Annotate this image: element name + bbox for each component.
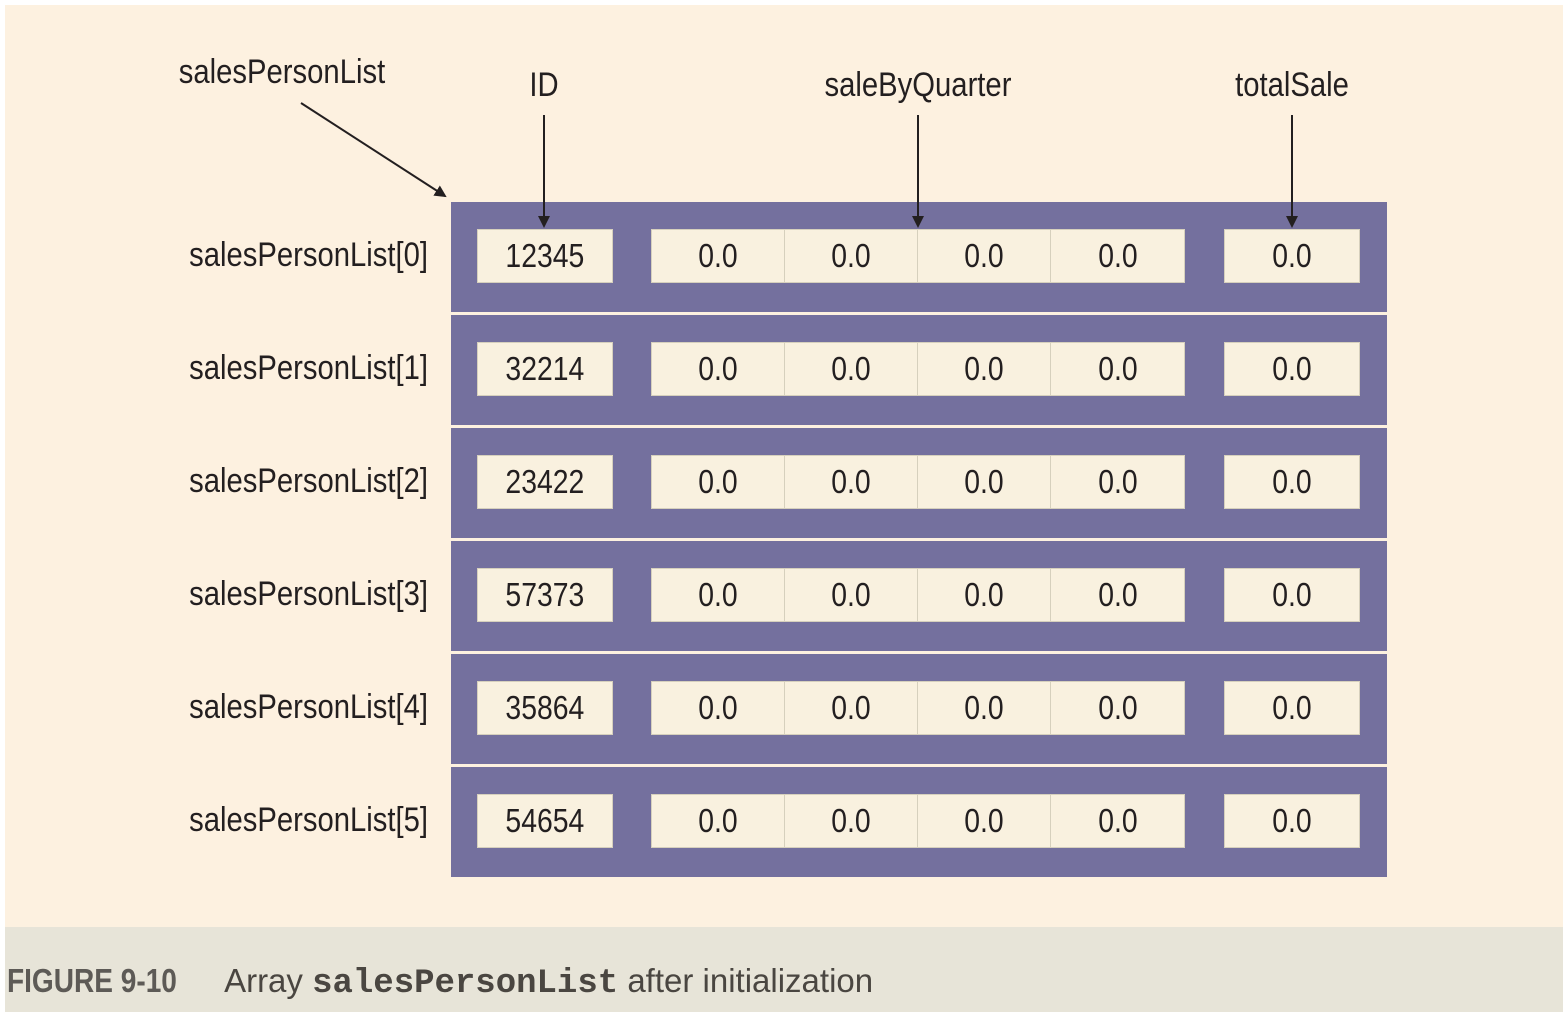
quarter-sale-cell: 0.0 bbox=[651, 568, 785, 622]
id-cell: 35864 bbox=[477, 681, 613, 735]
quarter-sale-cell-value: 0.0 bbox=[964, 576, 1004, 613]
quarter-sale-cell: 0.0 bbox=[784, 681, 918, 735]
id-field-label: ID bbox=[529, 66, 559, 104]
quarter-sale-cell-value: 0.0 bbox=[698, 350, 738, 387]
quarter-sale-cell-value: 0.0 bbox=[1097, 576, 1138, 613]
quarter-sale-cell: 0.0 bbox=[651, 342, 785, 396]
total-sale-cell: 0.0 bbox=[1224, 568, 1360, 622]
total-sale-cell: 0.0 bbox=[1224, 455, 1360, 509]
quarter-sale-cell-value: 0.0 bbox=[831, 463, 871, 500]
quarter-sale-cell-value: 0.0 bbox=[831, 802, 871, 839]
id-cell-value: 32214 bbox=[505, 350, 585, 387]
quarter-sale-cell-value: 0.0 bbox=[698, 463, 738, 500]
quarter-sale-cell-value: 0.0 bbox=[964, 689, 1004, 726]
total-sale-cell-value: 0.0 bbox=[1272, 802, 1312, 839]
quarter-sale-cell-value: 0.0 bbox=[698, 802, 738, 839]
caption-text-before: Array bbox=[224, 962, 303, 999]
quarter-sale-cell: 0.0 bbox=[651, 794, 785, 848]
figure-caption: FIGURE 9-10 Array salesPersonList after … bbox=[7, 962, 873, 1003]
quarter-sale-cell: 0.0 bbox=[1050, 229, 1185, 283]
sales-person-record: 23422 0.0 0.0 0.0 0.0 0.0 bbox=[451, 428, 1387, 538]
quarter-sale-cell-value: 0.0 bbox=[1097, 689, 1138, 726]
quarter-sale-cell: 0.0 bbox=[1050, 455, 1185, 509]
total-sale-cell: 0.0 bbox=[1224, 229, 1360, 283]
quarter-sale-cell: 0.0 bbox=[917, 681, 1051, 735]
quarter-sale-cell: 0.0 bbox=[917, 794, 1051, 848]
id-cell-value: 35864 bbox=[505, 689, 585, 726]
quarter-sale-cell-value: 0.0 bbox=[964, 463, 1004, 500]
quarter-sale-cell: 0.0 bbox=[784, 568, 918, 622]
total-sale-cell-value: 0.0 bbox=[1272, 689, 1312, 726]
id-cell-value: 57373 bbox=[505, 576, 585, 613]
id-cell: 12345 bbox=[477, 229, 613, 283]
quarter-sale-cell: 0.0 bbox=[917, 568, 1051, 622]
caption-bar bbox=[5, 927, 1563, 1012]
quarter-sale-cell-value: 0.0 bbox=[831, 350, 871, 387]
quarter-sale-cell: 0.0 bbox=[784, 229, 918, 283]
sales-person-record: 57373 0.0 0.0 0.0 0.0 0.0 bbox=[451, 541, 1387, 651]
quarter-sale-cell: 0.0 bbox=[1050, 681, 1185, 735]
quarter-sale-cell: 0.0 bbox=[784, 794, 918, 848]
quarter-sale-cell-value: 0.0 bbox=[964, 350, 1004, 387]
quarter-sale-cell-value: 0.0 bbox=[1097, 802, 1138, 839]
row-label: salesPersonList[5] bbox=[189, 801, 428, 839]
row-label: salesPersonList[0] bbox=[189, 236, 428, 274]
array-name-label: salesPersonList bbox=[178, 53, 386, 91]
quarter-sale-cell: 0.0 bbox=[1050, 568, 1185, 622]
sales-person-record: 12345 0.0 0.0 0.0 0.0 0.0 bbox=[451, 202, 1387, 312]
total-field-label: totalSale bbox=[1235, 66, 1349, 104]
figure-number: FIGURE 9-10 bbox=[7, 962, 177, 999]
id-cell-value: 12345 bbox=[505, 237, 585, 274]
quarter-sale-cell: 0.0 bbox=[1050, 342, 1185, 396]
quarter-sale-cell: 0.0 bbox=[651, 229, 785, 283]
quarter-field-label: saleByQuarter bbox=[824, 66, 1012, 104]
total-sale-cell: 0.0 bbox=[1224, 342, 1360, 396]
total-sale-cell-value: 0.0 bbox=[1272, 576, 1312, 613]
caption-text-after: after initialization bbox=[627, 962, 874, 999]
id-cell: 57373 bbox=[477, 568, 613, 622]
quarter-sale-cell-value: 0.0 bbox=[1097, 350, 1138, 387]
sales-person-record: 35864 0.0 0.0 0.0 0.0 0.0 bbox=[451, 654, 1387, 764]
total-sale-cell-value: 0.0 bbox=[1272, 463, 1312, 500]
quarter-sale-cell: 0.0 bbox=[784, 455, 918, 509]
quarter-sale-cell-value: 0.0 bbox=[831, 237, 871, 274]
row-label: salesPersonList[4] bbox=[189, 688, 428, 726]
quarter-sale-cell: 0.0 bbox=[917, 455, 1051, 509]
total-sale-cell: 0.0 bbox=[1224, 681, 1360, 735]
quarter-sale-cell: 0.0 bbox=[651, 681, 785, 735]
total-sale-cell-value: 0.0 bbox=[1272, 237, 1312, 274]
id-cell-value: 54654 bbox=[505, 802, 585, 839]
quarter-sale-cell-value: 0.0 bbox=[831, 576, 871, 613]
quarter-sale-cell-value: 0.0 bbox=[964, 802, 1004, 839]
id-cell: 23422 bbox=[477, 455, 613, 509]
row-label: salesPersonList[1] bbox=[189, 349, 428, 387]
quarter-sale-cell-value: 0.0 bbox=[1097, 463, 1138, 500]
caption-text: Array salesPersonList after initializati… bbox=[224, 962, 873, 1003]
quarter-sale-cell: 0.0 bbox=[1050, 794, 1185, 848]
id-cell: 32214 bbox=[477, 342, 613, 396]
quarter-sale-cell-value: 0.0 bbox=[698, 576, 738, 613]
quarter-sale-cell-value: 0.0 bbox=[698, 237, 738, 274]
quarter-sale-cell: 0.0 bbox=[651, 455, 785, 509]
row-label: salesPersonList[2] bbox=[189, 462, 428, 500]
caption-code: salesPersonList bbox=[312, 965, 619, 1003]
sales-person-record: 54654 0.0 0.0 0.0 0.0 0.0 bbox=[451, 767, 1387, 877]
id-cell: 54654 bbox=[477, 794, 613, 848]
id-cell-value: 23422 bbox=[505, 463, 585, 500]
quarter-sale-cell-value: 0.0 bbox=[698, 689, 738, 726]
total-sale-cell: 0.0 bbox=[1224, 794, 1360, 848]
quarter-sale-cell: 0.0 bbox=[917, 342, 1051, 396]
total-sale-cell-value: 0.0 bbox=[1272, 350, 1312, 387]
sales-person-record: 32214 0.0 0.0 0.0 0.0 0.0 bbox=[451, 315, 1387, 425]
quarter-sale-cell: 0.0 bbox=[784, 342, 918, 396]
row-label: salesPersonList[3] bbox=[189, 575, 428, 613]
quarter-sale-cell-value: 0.0 bbox=[964, 237, 1004, 274]
quarter-sale-cell-value: 0.0 bbox=[831, 689, 871, 726]
quarter-sale-cell-value: 0.0 bbox=[1097, 237, 1138, 274]
quarter-sale-cell: 0.0 bbox=[917, 229, 1051, 283]
